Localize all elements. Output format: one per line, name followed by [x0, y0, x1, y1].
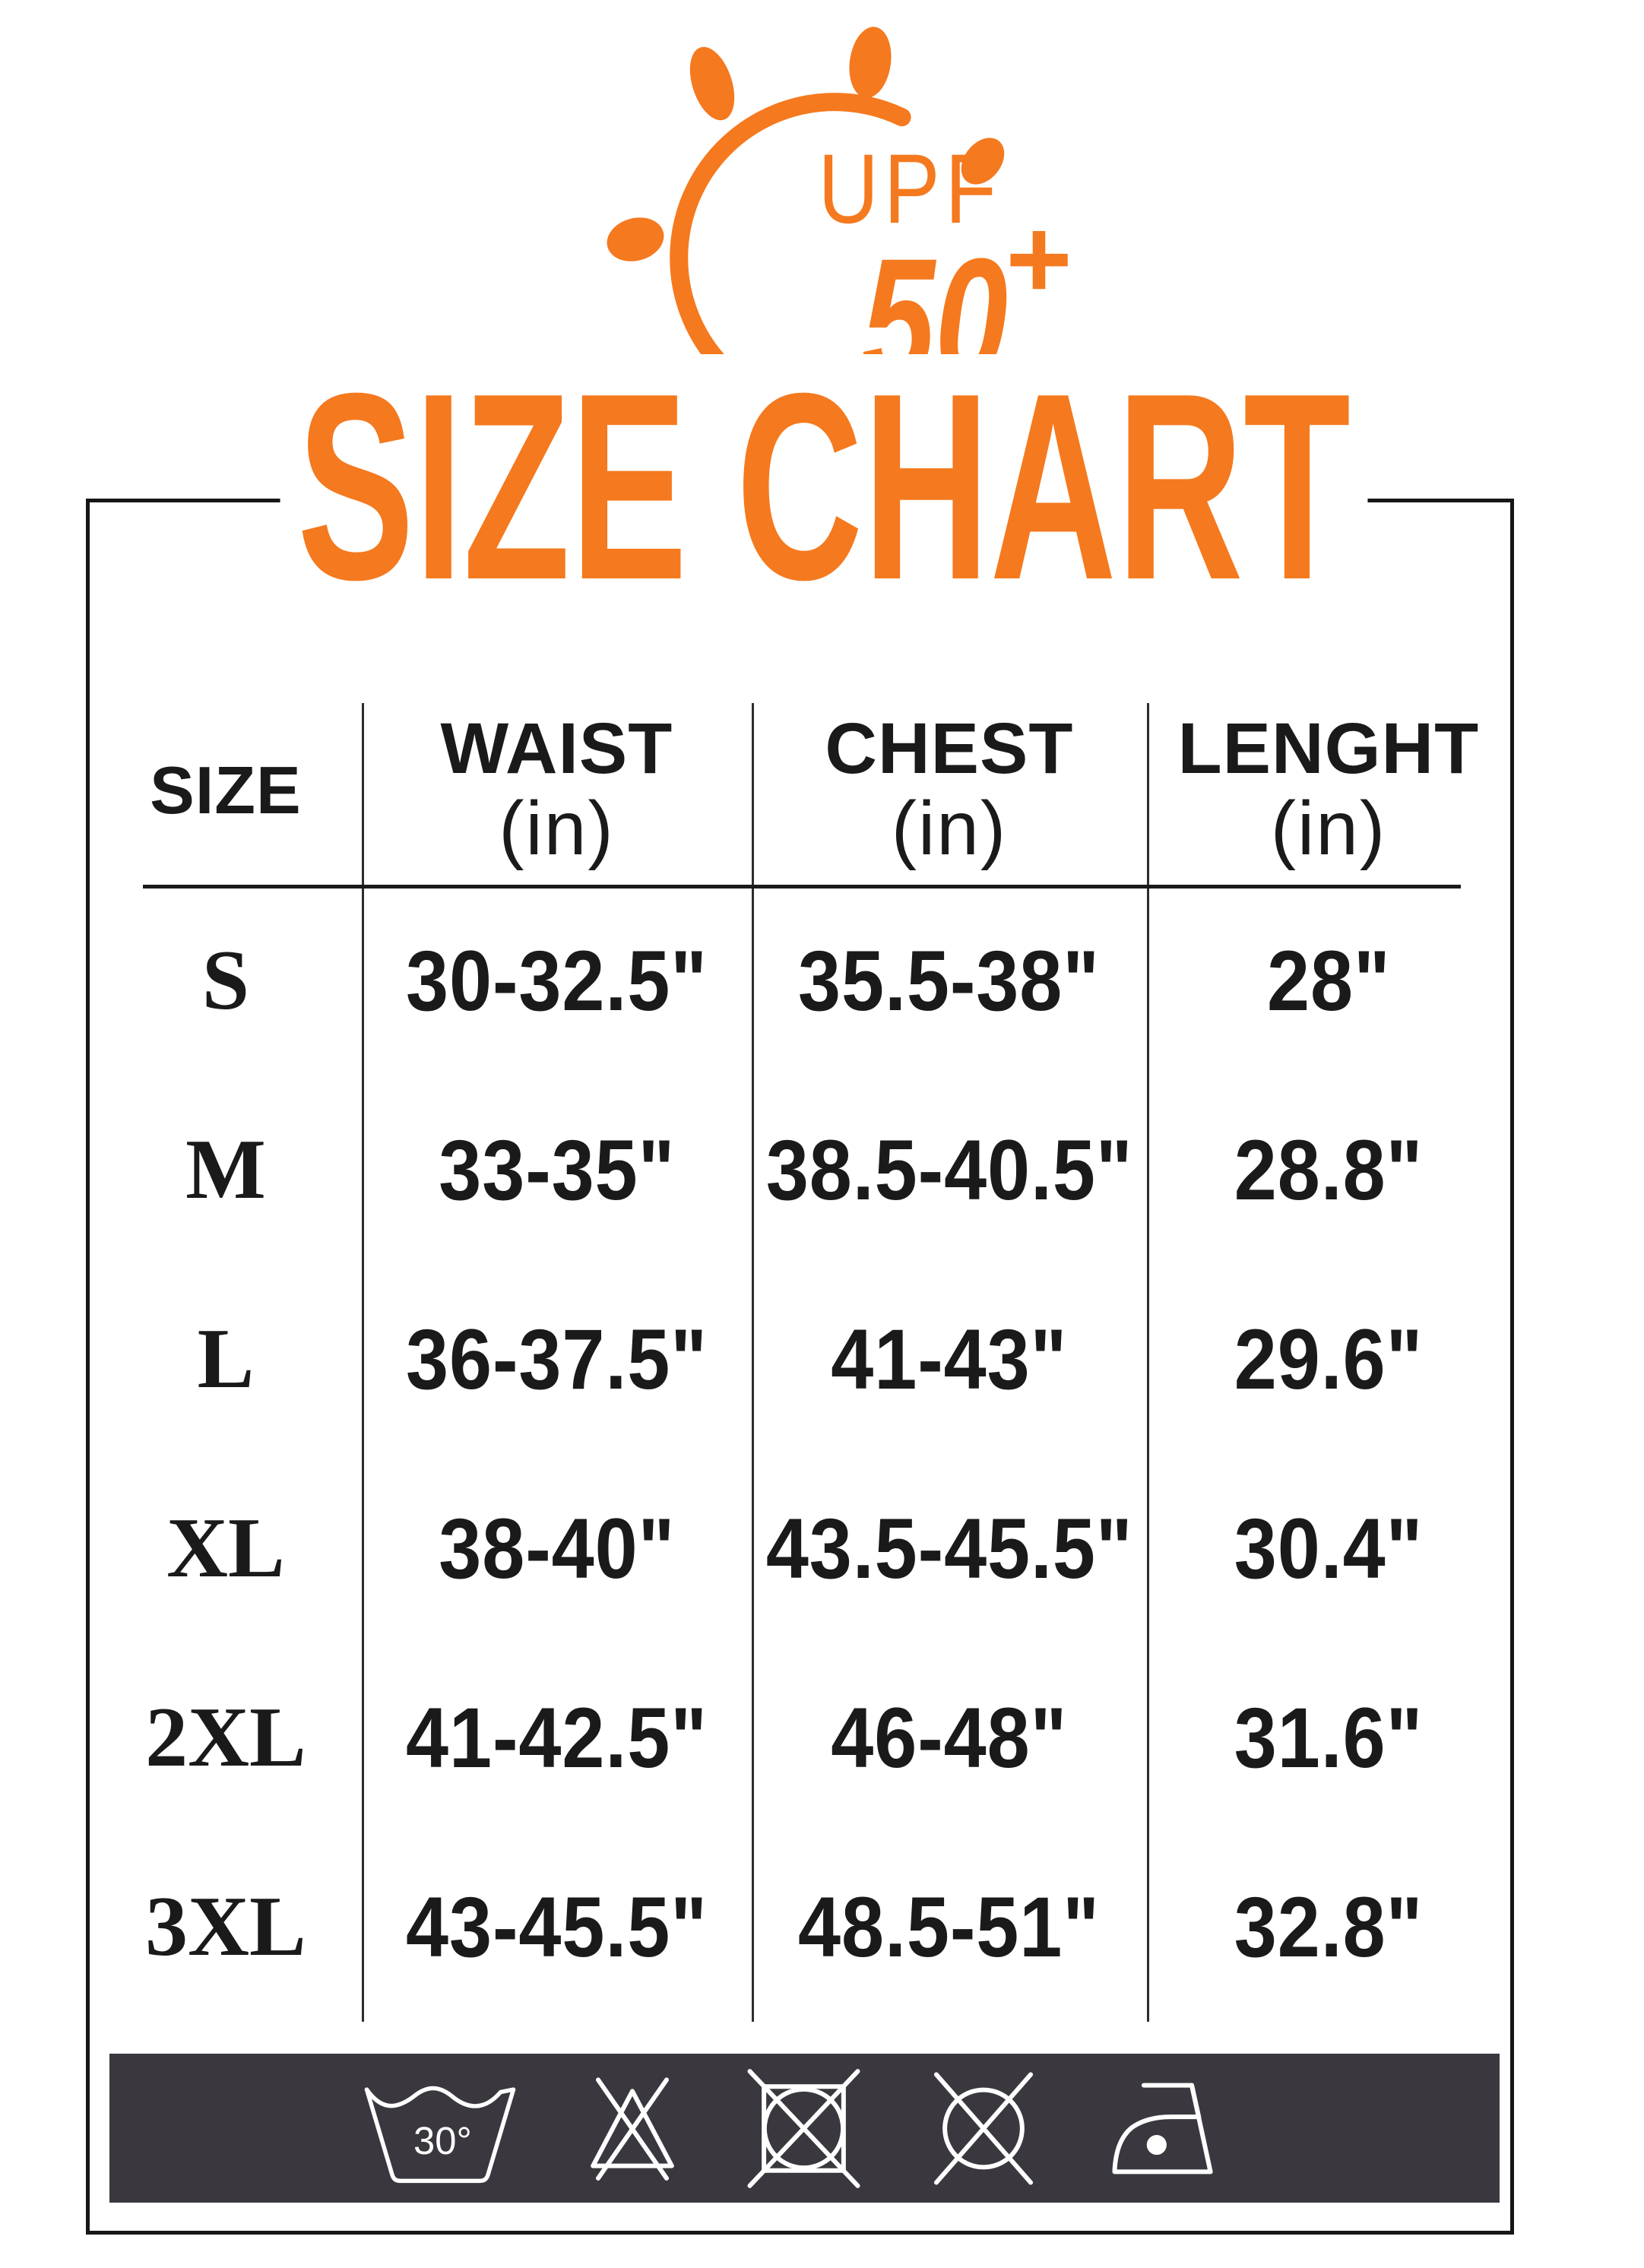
waist-value: 43-45.5" — [405, 1880, 708, 1975]
column-header-label: SIZE — [150, 752, 302, 828]
length-value: 28" — [1266, 933, 1391, 1028]
do-not-bleach-icon — [575, 2062, 689, 2195]
column-header-label: CHEST — [825, 708, 1074, 789]
upf-plus-text: + — [1006, 195, 1072, 322]
table-row: 3XL 43-45.5" 48.5-51" 32.8" — [90, 1832, 1510, 2022]
table-row: 2XL 41-42.5" 46-48" 31.6" — [90, 1643, 1510, 1832]
table-header-row: SIZE WAIST (in) CHEST (in) LENGHT (in) — [90, 699, 1510, 882]
size-label: 2XL — [145, 1690, 306, 1785]
table-row: S 30-32.5" 35.5-38" 28" — [90, 886, 1510, 1075]
sun-rays-icon — [607, 27, 1005, 429]
header-cell-size: SIZE — [90, 699, 362, 882]
waist-value: 41-42.5" — [405, 1690, 708, 1785]
size-label: S — [201, 933, 250, 1028]
sun-arc-icon — [670, 93, 911, 409]
waist-value: 30-32.5" — [405, 933, 708, 1028]
size-label: 3XL — [145, 1880, 306, 1974]
chest-value: 48.5-51" — [798, 1880, 1101, 1975]
chest-value: 43.5-45.5" — [765, 1501, 1133, 1596]
header-cell-chest: CHEST (in) — [752, 699, 1147, 882]
length-value: 28.8" — [1234, 1123, 1424, 1218]
upf-text: UPF — [818, 134, 1001, 244]
size-label: L — [197, 1312, 255, 1406]
column-divider — [362, 703, 364, 2022]
size-label: M — [185, 1123, 266, 1217]
do-not-tumble-dry-icon — [741, 2062, 866, 2195]
column-header-unit: (in) — [891, 786, 1008, 871]
column-header-label: LENGHT — [1177, 708, 1480, 789]
table-row: L 36-37.5" 41-43" 29.6" — [90, 1265, 1510, 1454]
header-cell-waist: WAIST (in) — [362, 699, 752, 882]
care-instructions-bar: 30° — [109, 2054, 1500, 2203]
iron-temp-dot — [1146, 2134, 1167, 2155]
chest-value: 35.5-38" — [798, 933, 1101, 1028]
chest-value: 41-43" — [831, 1312, 1068, 1407]
header-cell-length: LENGHT (in) — [1147, 699, 1510, 882]
page-title: SIZE CHART — [0, 354, 1644, 620]
column-divider — [752, 703, 754, 2022]
column-header-unit: (in) — [499, 786, 615, 871]
size-label: XL — [166, 1501, 285, 1595]
length-value: 29.6" — [1234, 1312, 1424, 1407]
waist-value: 33-35" — [438, 1123, 675, 1218]
column-header-unit: (in) — [1270, 786, 1387, 871]
wash-temp-text: 30° — [413, 2119, 472, 2162]
column-header-label: WAIST — [440, 708, 673, 789]
header-underline — [143, 885, 1461, 889]
page-title-text: SIZE CHART — [280, 354, 1368, 620]
chest-value: 46-48" — [831, 1690, 1068, 1785]
machine-wash-30-icon: 30° — [356, 2064, 524, 2193]
table-row: XL 38-40" 43.5-45.5" 30.4" — [90, 1454, 1510, 1643]
table-body: S 30-32.5" 35.5-38" 28" M 33-35" 38.5-40… — [90, 886, 1510, 2022]
waist-value: 38-40" — [438, 1501, 675, 1596]
iron-low-heat-icon — [1101, 2066, 1253, 2191]
upf-sun-logo: UPF 50 + — [607, 27, 1072, 429]
length-value: 31.6" — [1234, 1690, 1424, 1785]
length-value: 30.4" — [1234, 1501, 1424, 1596]
do-not-dry-clean-icon — [918, 2062, 1049, 2195]
length-value: 32.8" — [1234, 1880, 1424, 1975]
column-divider — [1147, 703, 1149, 2022]
waist-value: 36-37.5" — [405, 1312, 708, 1407]
chest-value: 38.5-40.5" — [765, 1123, 1133, 1218]
table-row: M 33-35" 38.5-40.5" 28.8" — [90, 1075, 1510, 1265]
